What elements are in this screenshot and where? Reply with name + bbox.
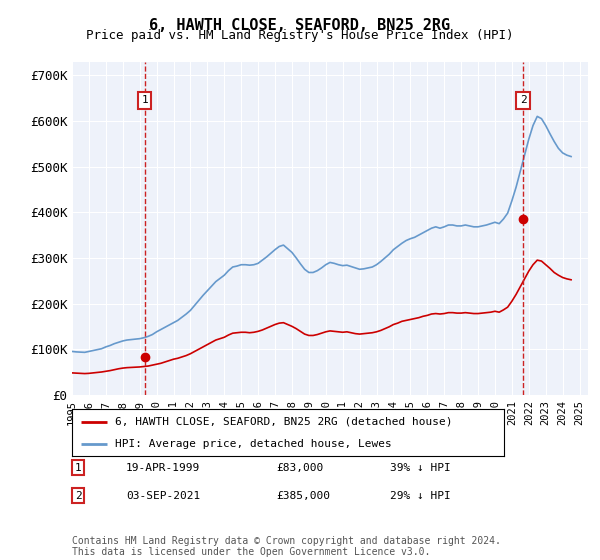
Text: £83,000: £83,000 bbox=[276, 463, 323, 473]
Text: 1: 1 bbox=[142, 95, 148, 105]
Text: Contains HM Land Registry data © Crown copyright and database right 2024.
This d: Contains HM Land Registry data © Crown c… bbox=[72, 535, 501, 557]
Text: 2: 2 bbox=[520, 95, 527, 105]
Text: HPI: Average price, detached house, Lewes: HPI: Average price, detached house, Lewe… bbox=[115, 438, 392, 449]
Text: 6, HAWTH CLOSE, SEAFORD, BN25 2RG (detached house): 6, HAWTH CLOSE, SEAFORD, BN25 2RG (detac… bbox=[115, 417, 453, 427]
Text: 29% ↓ HPI: 29% ↓ HPI bbox=[390, 491, 451, 501]
Text: 03-SEP-2021: 03-SEP-2021 bbox=[126, 491, 200, 501]
Text: 1: 1 bbox=[74, 463, 82, 473]
Text: 39% ↓ HPI: 39% ↓ HPI bbox=[390, 463, 451, 473]
Text: 6, HAWTH CLOSE, SEAFORD, BN25 2RG: 6, HAWTH CLOSE, SEAFORD, BN25 2RG bbox=[149, 18, 451, 33]
Text: 19-APR-1999: 19-APR-1999 bbox=[126, 463, 200, 473]
Text: Price paid vs. HM Land Registry's House Price Index (HPI): Price paid vs. HM Land Registry's House … bbox=[86, 29, 514, 42]
Text: 2: 2 bbox=[74, 491, 82, 501]
Text: £385,000: £385,000 bbox=[276, 491, 330, 501]
